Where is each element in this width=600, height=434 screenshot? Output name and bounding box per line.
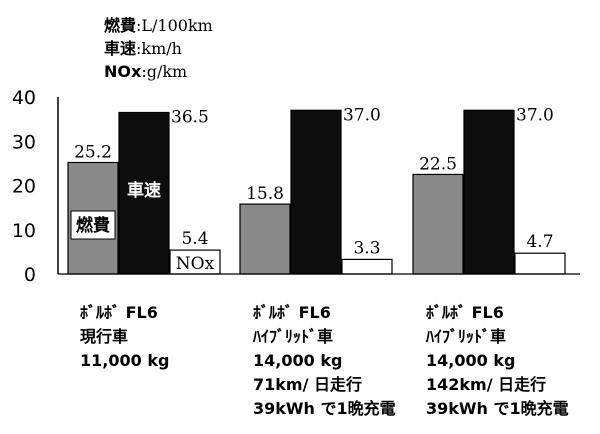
value-label-nox-1: 3.3 [353,238,380,258]
category-2-line-2: 14,000 kg [426,351,515,370]
legend-unit: :L/100km [136,16,213,35]
y-tick-label: 40 [12,87,36,109]
category-1-line-3: 71km/ 日走行 [253,375,362,394]
category-0-line-0: ﾎﾞﾙﾎﾞ FL6 [80,303,158,322]
legend-entry-1: 車速:km/h [104,39,182,58]
category-2-line-1: ﾊｲﾌﾞﾘｯﾄﾞ車 [425,327,506,346]
category-labels: ﾎﾞﾙﾎﾞ FL6 現行車 11,000 kg ﾎﾞﾙﾎﾞ FL6 ﾊｲﾌﾞﾘｯﾄﾞ車 1… [80,303,569,418]
value-label-fuel-1: 15.8 [246,184,284,204]
bar-fuel-2 [412,173,464,275]
category-2-line-4: 39kWh で1晩充電 [426,399,569,418]
legend-entry-0: 燃費:L/100km [104,16,213,35]
in-bar-label-nox: NOx [176,254,215,274]
value-label-speed-1: 37.0 [343,105,381,125]
category-0-line-1: 現行車 [80,327,128,346]
value-label-fuel-0: 25.2 [74,142,112,162]
y-tick-label: 0 [24,264,36,286]
value-label-speed-2: 37.0 [516,105,554,125]
in-bar-label-speed: 車速 [127,180,161,201]
bar-fuel-1 [239,203,291,275]
value-label-nox-2: 4.7 [526,232,553,252]
y-axis: 40 30 20 10 0 [12,87,59,286]
bar-nox-1 [341,258,393,275]
legend-entry-2: NOx:g/km [104,62,187,81]
category-1-line-0: ﾎﾞﾙﾎﾞ FL6 [253,303,331,322]
y-tick-label: 10 [12,220,36,242]
bar-speed-1 [290,109,342,275]
bar-speed-0 [118,111,170,275]
category-1-line-1: ﾊｲﾌﾞﾘｯﾄﾞ車 [252,327,333,346]
category-2-line-3: 142km/ 日走行 [426,375,546,394]
legend-unit: :g/km [141,62,187,81]
value-label-fuel-2: 22.5 [419,154,457,174]
legend-unit: :km/h [136,39,182,58]
value-label-nox-0: 5.4 [181,229,208,249]
in-bar-label-box-fuel [70,210,116,240]
category-1-line-2: 14,000 kg [253,351,342,370]
y-tick-label: 20 [12,176,36,198]
legend-label: 車速 [104,39,136,58]
in-bar-label-fuel: 燃費 [76,215,110,236]
category-2-line-0: ﾎﾞﾙﾎﾞ FL6 [426,303,504,322]
bar-nox-2 [514,252,566,275]
bar-speed-2 [463,109,515,275]
value-label-speed-0: 36.5 [171,107,209,127]
category-0-line-2: 11,000 kg [80,351,169,370]
y-tick-label: 30 [12,131,36,153]
legend-label: 燃費 [104,16,136,35]
legend-label: NOx [104,62,142,81]
category-1-line-4: 39kWh で1晩充電 [253,399,396,418]
